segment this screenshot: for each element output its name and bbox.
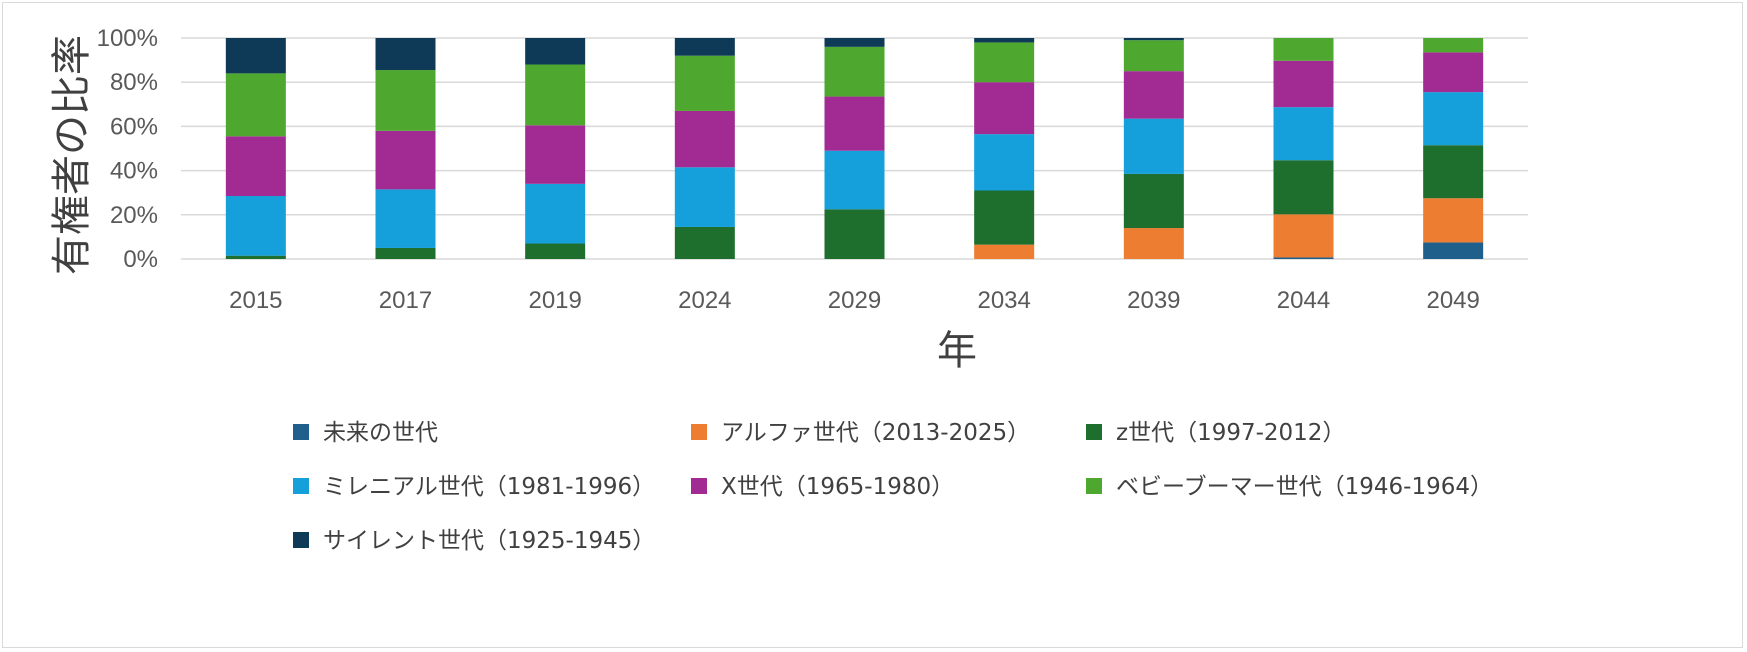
x-tick-label: 2034 xyxy=(977,287,1030,314)
bar-segment xyxy=(1123,118,1184,174)
legend: 未来の世代 アルファ世代（2013-2025） z世代（1997-2012） ミレニア… xyxy=(293,420,1493,554)
bar-segment xyxy=(375,130,436,190)
bar-segment xyxy=(525,243,586,259)
bar-segment xyxy=(225,255,286,259)
legend-label: サイレント世代（1925-1945） xyxy=(323,528,655,554)
bar-segment xyxy=(525,64,586,126)
bar-segment xyxy=(1273,38,1334,61)
bar-segment xyxy=(1273,257,1334,259)
bar-segment xyxy=(225,196,286,256)
bar-segment xyxy=(674,226,735,259)
bar-segment xyxy=(1423,92,1484,146)
x-tick-label: 2044 xyxy=(1277,287,1330,314)
bar-segment xyxy=(1423,242,1484,259)
bar-segment xyxy=(375,247,436,259)
bar-segment xyxy=(1423,145,1484,199)
bar-segment xyxy=(674,110,735,168)
bar-segment xyxy=(225,38,286,74)
y-tick-label: 80% xyxy=(110,69,158,96)
bar-segment xyxy=(824,209,885,259)
x-tick-labels: 2015 2017 2019 2024 2029 2034 2039 2044 2049 xyxy=(229,287,1480,314)
stacked-bar-chart: 0%20%40%60%80%100% 2015 2017 2019 2024 2029 2… xyxy=(49,25,1528,554)
bar-segment xyxy=(974,134,1035,191)
bar-segment xyxy=(225,136,286,197)
bar-segment xyxy=(824,46,885,97)
bar-segment xyxy=(1123,40,1184,72)
bars xyxy=(225,38,1484,259)
legend-swatch xyxy=(293,478,309,494)
y-tick-labels: 0% 20% 40% 60% 80% 100% xyxy=(97,25,158,273)
bar-segment xyxy=(1273,160,1334,215)
bar-segment xyxy=(824,38,885,47)
x-tick-label: 2029 xyxy=(828,287,881,314)
bar-segment xyxy=(525,125,586,184)
bar-segment xyxy=(1123,228,1184,259)
bar-segment xyxy=(824,150,885,210)
bar-segment xyxy=(1423,52,1484,93)
legend-label: X世代（1965-1980） xyxy=(721,474,954,500)
bar-segment xyxy=(974,244,1035,259)
legend-label: アルファ世代（2013-2025） xyxy=(721,420,1030,446)
bar-segment xyxy=(674,38,735,56)
bar-segment xyxy=(225,73,286,137)
bar-segment xyxy=(1273,107,1334,161)
x-tick-label: 2049 xyxy=(1426,287,1479,314)
legend-swatch xyxy=(293,532,309,548)
bar-segment xyxy=(525,183,586,244)
y-tick-label: 40% xyxy=(110,158,158,185)
x-tick-label: 2015 xyxy=(229,287,282,314)
x-tick-label: 2017 xyxy=(379,287,432,314)
legend-swatch xyxy=(293,424,309,440)
bar-segment xyxy=(974,42,1035,83)
bar-segment xyxy=(674,167,735,227)
y-tick-label: 0% xyxy=(123,246,158,273)
legend-label: 未来の世代 xyxy=(323,420,438,446)
legend-swatch xyxy=(1086,424,1102,440)
bar-segment xyxy=(674,55,735,111)
bar-segment xyxy=(1123,38,1184,41)
bar-segment xyxy=(1273,60,1334,108)
bar-segment xyxy=(974,190,1035,245)
y-axis-title: 有権者の比率 xyxy=(49,35,95,275)
bar-segment xyxy=(1123,71,1184,119)
bar-segment xyxy=(525,38,586,65)
legend-swatch xyxy=(691,478,707,494)
bar-segment xyxy=(1423,38,1484,53)
legend-label: ミレニアル世代（1981-1996） xyxy=(323,474,655,500)
bar-segment xyxy=(974,82,1035,135)
bar-segment xyxy=(1123,173,1184,229)
x-axis-title: 年 xyxy=(937,328,977,374)
y-tick-label: 20% xyxy=(110,202,158,229)
bar-segment xyxy=(375,70,436,131)
y-tick-label: 60% xyxy=(110,113,158,140)
legend-label: z世代（1997-2012） xyxy=(1116,420,1345,446)
bar-segment xyxy=(1273,214,1334,258)
legend-swatch xyxy=(691,424,707,440)
bar-segment xyxy=(1423,198,1484,243)
x-tick-label: 2024 xyxy=(678,287,731,314)
bar-segment xyxy=(375,38,436,71)
bar-segment xyxy=(974,38,1035,43)
legend-swatch xyxy=(1086,478,1102,494)
legend-label: ベビーブーマー世代（1946-1964） xyxy=(1116,474,1493,500)
bar-segment xyxy=(375,189,436,248)
bar-segment xyxy=(824,96,885,151)
y-tick-label: 100% xyxy=(97,25,158,52)
x-tick-label: 2019 xyxy=(528,287,581,314)
x-tick-label: 2039 xyxy=(1127,287,1180,314)
